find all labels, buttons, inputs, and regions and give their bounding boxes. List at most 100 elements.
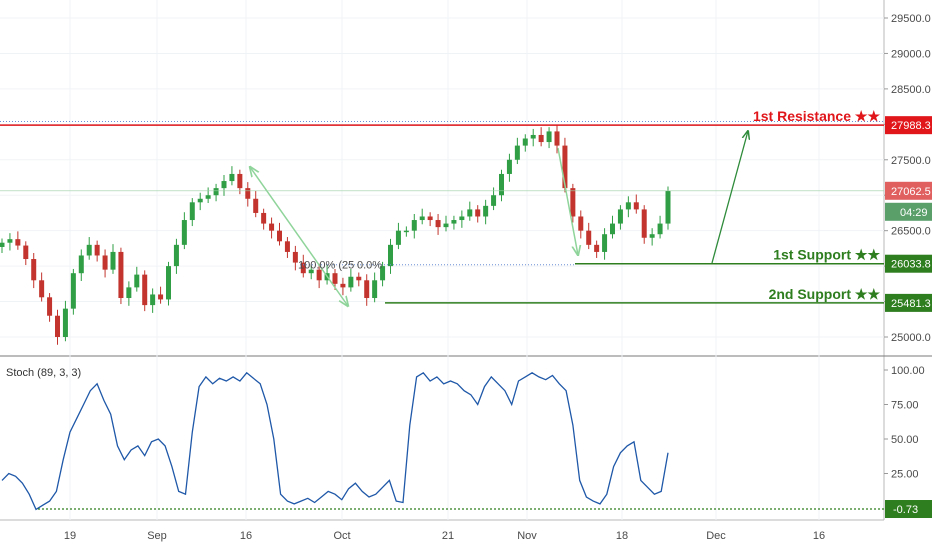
- time-tick-label: 16: [813, 530, 825, 542]
- candle-body: [47, 297, 53, 316]
- candle-body: [641, 209, 647, 238]
- candle-body: [388, 244, 393, 267]
- candle-body: [78, 255, 84, 274]
- candle-body: [617, 209, 623, 224]
- candle-body: [570, 188, 576, 217]
- candle-body: [530, 134, 536, 139]
- stoch-tick-label: 75.00: [891, 400, 919, 412]
- level-price-badge: [885, 293, 932, 312]
- stoch-tick-label: 50.00: [891, 434, 919, 446]
- candle-body: [522, 138, 528, 146]
- candle-body: [356, 276, 362, 281]
- candle-body: [197, 198, 203, 203]
- candle-body: [419, 216, 425, 221]
- level-label: 1st Support ★★: [773, 247, 880, 263]
- candle-body: [665, 190, 671, 224]
- candle-body: [102, 255, 108, 270]
- candle-body: [578, 216, 584, 231]
- candle-body: [506, 159, 512, 174]
- stochastic-pane: -0.73: [1, 371, 932, 519]
- last-price-label: 27062.5: [891, 186, 931, 198]
- candle-body: [189, 202, 195, 221]
- drop-arrow: [557, 147, 578, 255]
- candle-body: [166, 266, 171, 300]
- candle-body: [594, 244, 600, 252]
- price-tick-label: 25000.0: [891, 332, 931, 344]
- candle-body: [205, 195, 211, 199]
- price-tick-label: 28500.0: [891, 84, 931, 96]
- candle-body: [23, 245, 29, 260]
- level-label: 2nd Support ★★: [769, 286, 881, 302]
- candle-body: [491, 195, 497, 206]
- candle-body: [229, 173, 235, 182]
- candle-body: [134, 274, 140, 288]
- candle-body: [158, 294, 164, 300]
- annotations: 100.0% (25 0.0%: [250, 131, 748, 306]
- time-tick-label: Sep: [147, 530, 167, 542]
- candle-body: [213, 188, 219, 196]
- candle-body: [284, 241, 290, 252]
- candle-body: [62, 308, 68, 337]
- stoch-value-label: -0.73: [893, 504, 918, 516]
- level-label: 1st Resistance ★★: [753, 108, 880, 124]
- candle-body: [173, 244, 179, 267]
- levels: 1st Resistance ★★ 27988.3 1st Support ★★ 26…: [0, 108, 932, 312]
- candle-body: [483, 205, 489, 217]
- candle-body: [126, 287, 132, 299]
- candle-body: [118, 251, 124, 299]
- candle-body: [0, 242, 5, 247]
- time-tick-label: 19: [64, 530, 76, 542]
- candle-body: [625, 202, 631, 210]
- indicator-title[interactable]: Stoch (89, 3, 3): [6, 367, 81, 379]
- countdown-label: 04:29: [900, 207, 928, 219]
- time-tick-label: 18: [616, 530, 628, 542]
- measure-arrow: [250, 167, 348, 306]
- candle-body: [340, 283, 346, 288]
- candle-body: [554, 131, 560, 146]
- candle-body: [380, 266, 386, 281]
- candle-body: [411, 220, 417, 231]
- candle-body: [443, 223, 449, 228]
- candle-body: [70, 273, 76, 309]
- candle-body: [348, 276, 354, 288]
- target-arrow: [711, 131, 748, 264]
- candle-body: [181, 220, 187, 245]
- level-price-label: 26033.8: [891, 259, 931, 271]
- candle-body: [459, 216, 465, 221]
- stoch-tick-label: 100.00: [891, 365, 925, 377]
- candle-body: [657, 223, 663, 235]
- countdown-badge: [885, 202, 932, 221]
- candle-body: [395, 230, 401, 245]
- candle-body: [427, 216, 433, 221]
- candle-body: [602, 234, 608, 252]
- candle-body: [451, 220, 457, 224]
- time-tick-label: Nov: [517, 530, 537, 542]
- candle-body: [55, 315, 60, 337]
- fib-label: 0.0%: [357, 260, 382, 272]
- stoch-tick-label: 25.00: [891, 469, 919, 481]
- time-axis[interactable]: 19 Sep 16 Oct 21 Nov 18 Dec 16: [64, 530, 825, 542]
- candle-body: [150, 294, 156, 306]
- fib-label: 100.0% (25: [298, 260, 354, 272]
- candle-body: [245, 188, 251, 199]
- price-tick-label: 27500.0: [891, 155, 931, 167]
- candle-body: [475, 209, 481, 217]
- candle-body: [499, 173, 504, 196]
- candle-body: [435, 220, 441, 228]
- candle-body: [142, 274, 148, 306]
- candle-body: [7, 239, 13, 243]
- candle-body: [514, 145, 520, 160]
- time-tick-label: Oct: [333, 530, 350, 542]
- candle-body: [586, 230, 592, 245]
- time-tick-label: Dec: [706, 530, 726, 542]
- candle-body: [39, 280, 45, 298]
- candle-body: [110, 251, 116, 270]
- price-tick-label: 26500.0: [891, 226, 931, 238]
- candle-body: [86, 244, 92, 256]
- price-tick-label: 29500.0: [891, 13, 931, 25]
- level-price-label: 27988.3: [891, 120, 931, 132]
- candle-body: [467, 209, 473, 217]
- last-price-badge: [885, 181, 932, 200]
- level-price-badge: [885, 254, 932, 273]
